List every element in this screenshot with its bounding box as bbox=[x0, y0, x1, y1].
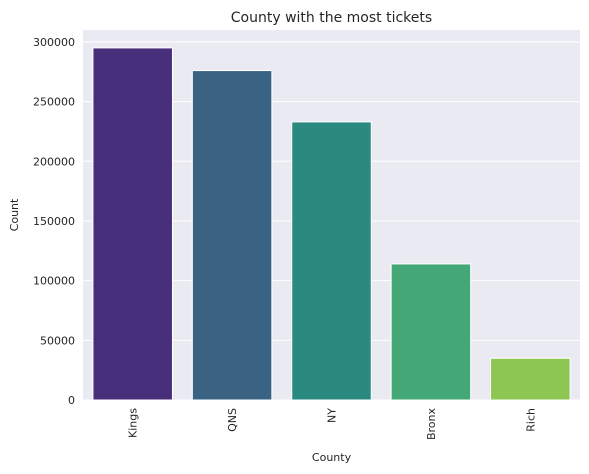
x-tick-label: NY bbox=[326, 408, 339, 423]
x-axis-label: County bbox=[312, 451, 352, 464]
y-tick-label: 200000 bbox=[33, 155, 75, 168]
x-tick-label: Rich bbox=[524, 408, 537, 432]
x-tick-labels: Kings QNS NY Bronx Rich bbox=[127, 408, 538, 441]
y-tick-label: 50000 bbox=[40, 334, 75, 347]
y-tick-label: 300000 bbox=[33, 36, 75, 49]
bar-bronx bbox=[390, 263, 472, 401]
bar-rich bbox=[490, 357, 571, 401]
y-tick-label: 100000 bbox=[33, 275, 75, 288]
x-tick-label: QNS bbox=[226, 408, 239, 432]
x-tick-label: Kings bbox=[127, 408, 140, 438]
y-tick-labels: 0 50000 100000 150000 200000 250000 300000 bbox=[33, 36, 75, 407]
chart-title: County with the most tickets bbox=[231, 10, 432, 26]
bar-qns bbox=[191, 70, 273, 401]
bar-kings bbox=[92, 47, 173, 401]
bar-ny bbox=[291, 121, 372, 401]
y-tick-label: 0 bbox=[68, 394, 75, 407]
y-axis-label: Count bbox=[8, 198, 21, 231]
x-tick-label: Bronx bbox=[425, 408, 438, 441]
bars bbox=[92, 47, 571, 401]
y-tick-label: 250000 bbox=[33, 96, 75, 109]
y-tick-label: 150000 bbox=[33, 215, 75, 228]
